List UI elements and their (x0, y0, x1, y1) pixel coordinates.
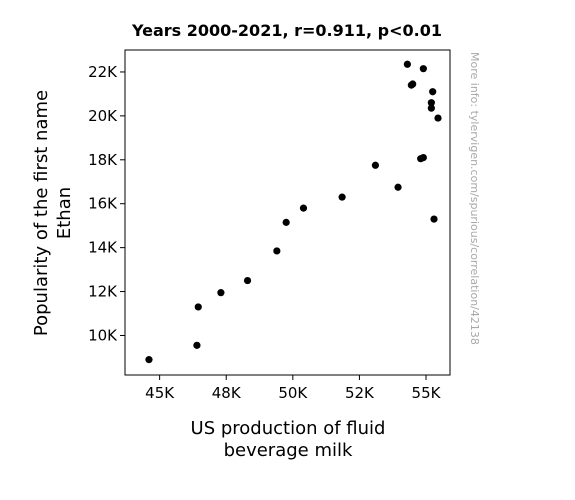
x-tick-label: 48K (212, 384, 242, 402)
data-point (273, 247, 281, 255)
data-point (282, 218, 290, 226)
x-tick-label: 52K (345, 384, 375, 402)
x-axis-label-line-2: beverage milk (224, 440, 353, 461)
y-tick-label: 10K (88, 326, 118, 344)
data-point (429, 88, 437, 96)
x-tick-label: 55K (412, 384, 442, 402)
data-point (194, 303, 202, 311)
data-point (427, 99, 435, 107)
data-point (419, 154, 427, 162)
y-tick-label: 22K (88, 63, 118, 81)
y-tick-label: 12K (88, 283, 118, 301)
y-tick-label: 18K (88, 151, 118, 169)
chart-title: Years 2000-2021, r=0.911, p<0.01 (131, 21, 442, 40)
y-axis-label-line-1: Popularity of the first name (31, 90, 52, 336)
data-point (403, 60, 411, 68)
data-point (243, 276, 252, 285)
plot-frame (124, 49, 451, 376)
data-point (419, 65, 427, 73)
y-axis-ticks: 10K 12K 14K 16K 18K 20K 22K (88, 63, 125, 344)
data-point (371, 161, 380, 169)
data-point (193, 341, 201, 349)
y-tick-label: 20K (88, 107, 118, 125)
y-axis-label: Popularity of the first name Ethan (31, 90, 75, 336)
data-point (338, 193, 346, 201)
y-tick-label: 14K (88, 239, 118, 257)
data-point (434, 114, 442, 122)
data-point (409, 80, 417, 88)
data-point (430, 215, 438, 223)
source-note: More info: tylervigen.com/spurious/corre… (468, 52, 481, 345)
y-axis-label-line-2: Ethan (54, 187, 75, 239)
x-tick-label: 45K (145, 384, 175, 402)
data-point (299, 204, 308, 212)
data-point (427, 104, 435, 112)
data-point (217, 289, 225, 297)
data-point (394, 183, 402, 191)
x-axis-label-line-1: US production of fluid (191, 418, 386, 439)
x-axis-ticks: 45K 48K 50K 52K 55K (145, 375, 442, 402)
y-tick-label: 16K (88, 195, 118, 213)
data-point (145, 356, 153, 364)
x-tick-label: 50K (278, 384, 308, 402)
data-points (145, 60, 442, 364)
x-axis-label: US production of fluid beverage milk (191, 418, 386, 461)
